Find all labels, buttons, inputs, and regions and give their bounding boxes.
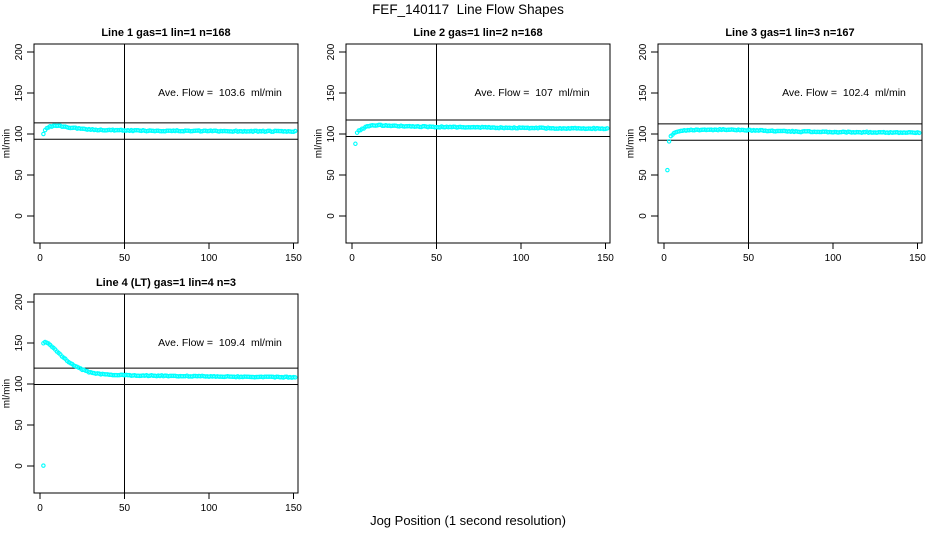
y-tick-label: 150 xyxy=(638,84,649,101)
y-tick-label: 0 xyxy=(326,213,337,219)
x-tick-label: 50 xyxy=(119,503,131,514)
plot-box xyxy=(345,43,611,244)
y-tick-label: 100 xyxy=(14,375,25,392)
ave-flow-annotation: Ave. Flow = 109.4 ml/min xyxy=(158,337,282,349)
data-point xyxy=(665,167,670,173)
y-tick-label: 100 xyxy=(326,125,337,142)
series-markers xyxy=(41,339,298,468)
y-tick-label: 50 xyxy=(638,169,649,181)
ave-flow-annotation: Ave. Flow = 102.4 ml/min xyxy=(782,87,906,99)
x-tick-label: 150 xyxy=(285,503,302,514)
ave-flow-annotation: Ave. Flow = 107 ml/min xyxy=(474,87,590,99)
panel-line-3: 0 50 100 150 200 0 50 100 150 Line 3 gas=1 lin=3… xyxy=(624,20,936,270)
y-tick-label: 50 xyxy=(326,169,337,181)
plot-canvas-line-3: 0 50 100 150 200 0 50 100 150 xyxy=(638,43,926,264)
x-tick-label: 100 xyxy=(825,253,842,264)
x-tick-label: 0 xyxy=(37,253,43,264)
series-markers xyxy=(353,122,610,147)
x-tick-label: 150 xyxy=(909,253,926,264)
y-tick-label: 150 xyxy=(326,84,337,101)
data-point xyxy=(41,131,46,137)
figure-title: FEF_140117 Line Flow Shapes xyxy=(372,2,564,17)
x-tick-label: 50 xyxy=(743,253,755,264)
panel-title: Line 3 gas=1 lin=3 n=167 xyxy=(725,27,855,39)
y-tick-label: 0 xyxy=(14,213,25,219)
series-markers xyxy=(665,126,922,173)
plot-box xyxy=(33,43,299,244)
panel-line-1: 0 50 100 150 200 0 50 100 150 Line 1 gas=1 lin=1… xyxy=(0,20,312,270)
y-tick-label: 200 xyxy=(14,293,25,310)
plot-box xyxy=(33,293,299,494)
y-tick-label: 200 xyxy=(638,43,649,60)
plot-canvas-line-4: 0 50 100 150 200 0 50 100 150 xyxy=(14,293,302,514)
x-tick-label: 0 xyxy=(349,253,355,264)
data-point xyxy=(353,141,358,147)
ave-flow-annotation: Ave. Flow = 103.6 ml/min xyxy=(158,87,282,99)
y-tick-label: 0 xyxy=(14,463,25,469)
y-tick-label: 50 xyxy=(14,169,25,181)
x-tick-label: 150 xyxy=(597,253,614,264)
y-tick-label: 50 xyxy=(14,419,25,431)
x-tick-label: 100 xyxy=(513,253,530,264)
y-tick-label: 150 xyxy=(14,84,25,101)
y-tick-label: 200 xyxy=(326,43,337,60)
x-tick-label: 100 xyxy=(201,503,218,514)
panel-title: Line 1 gas=1 lin=1 n=168 xyxy=(101,27,231,39)
x-tick-label: 0 xyxy=(661,253,667,264)
y-tick-label: 100 xyxy=(14,125,25,142)
data-point xyxy=(292,128,298,134)
data-point xyxy=(604,126,610,131)
panel-title: Line 2 gas=1 lin=2 n=168 xyxy=(413,27,543,39)
y-tick-label: 100 xyxy=(638,125,649,142)
data-point xyxy=(292,375,298,380)
x-tick-label: 150 xyxy=(285,253,302,264)
plot-canvas-line-2: 0 50 100 150 200 0 50 100 150 xyxy=(326,43,614,264)
y-axis-title: ml/min xyxy=(1,378,13,409)
data-point xyxy=(41,463,46,468)
x-axis-title: Jog Position (1 second resolution) xyxy=(370,513,566,528)
data-point xyxy=(916,130,922,136)
y-tick-label: 150 xyxy=(14,334,25,351)
x-tick-label: 0 xyxy=(37,503,43,514)
x-tick-label: 100 xyxy=(201,253,218,264)
panel-title: Line 4 (LT) gas=1 lin=4 n=3 xyxy=(95,277,237,289)
x-tick-label: 50 xyxy=(431,253,443,264)
y-axis-title: ml/min xyxy=(313,128,325,159)
plot-canvas-line-1: 0 50 100 150 200 0 50 100 150 xyxy=(14,43,302,264)
y-tick-label: 200 xyxy=(14,43,25,60)
y-tick-label: 0 xyxy=(638,213,649,219)
data-point xyxy=(359,126,365,131)
x-tick-label: 50 xyxy=(119,253,131,264)
panel-line-2: 0 50 100 150 200 0 50 100 150 Line 2 gas=1 lin=2… xyxy=(312,20,624,270)
y-axis-title: ml/min xyxy=(625,128,637,159)
panel-line-4: 0 50 100 150 200 0 50 100 150 Line 4 (LT) gas=1 … xyxy=(0,270,312,520)
plot-box xyxy=(657,43,923,244)
data-point xyxy=(666,139,672,144)
y-axis-title: ml/min xyxy=(1,128,13,159)
series-markers xyxy=(41,123,298,137)
